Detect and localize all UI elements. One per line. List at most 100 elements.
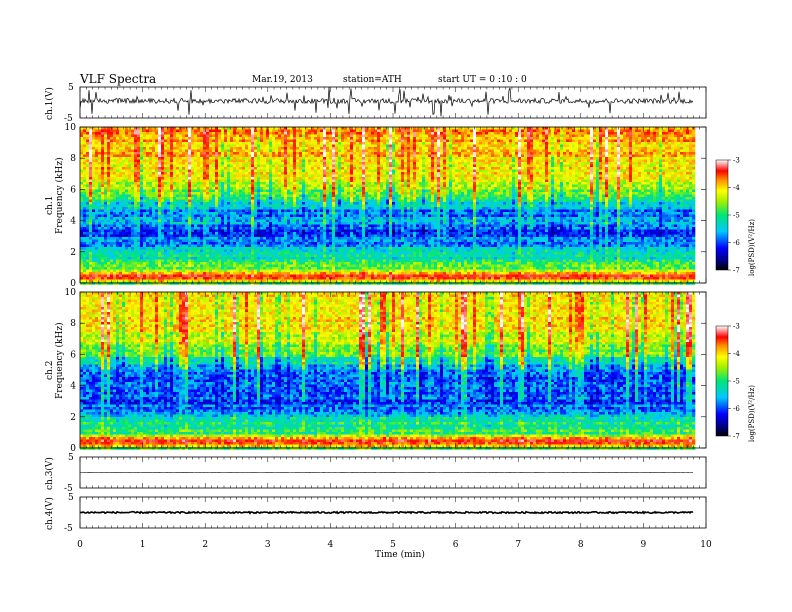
spectrogram-cell [206, 137, 210, 140]
spectrogram-cell [296, 257, 300, 260]
spectrogram-cell [113, 227, 117, 230]
spectrogram-cell [224, 234, 228, 238]
spectrogram-cell [233, 202, 237, 205]
spectrogram-cell [257, 147, 261, 150]
spectrogram-cell [296, 277, 300, 280]
spectrogram-cell [299, 257, 303, 260]
spectrogram-cell [95, 154, 99, 158]
spectrogram-cell [230, 132, 234, 135]
spectrogram-cell [107, 237, 111, 240]
spectrogram-cell [305, 199, 309, 203]
spectrogram-cell [98, 207, 102, 210]
spectrogram-cell [230, 212, 234, 215]
spectrogram-cell [308, 232, 312, 235]
spectrogram-cell [131, 144, 135, 148]
spectrogram-cell [185, 142, 189, 145]
spectrogram-cell [92, 187, 96, 190]
spectrogram-cell [185, 197, 189, 200]
spectrogram-cell [206, 152, 210, 155]
spectrogram-cell [221, 137, 225, 140]
spectrogram-cell [125, 127, 129, 130]
spectrogram-cell [260, 269, 264, 273]
spectrogram-cell [287, 137, 291, 140]
spectrogram-cell [287, 187, 291, 190]
spectrogram-cell [188, 269, 192, 273]
spectrogram-cell [200, 207, 204, 210]
spectrogram-cell [143, 154, 147, 158]
spectrogram-cell [266, 152, 270, 155]
spectrogram-cell [128, 227, 132, 230]
spectrogram-cell [119, 132, 123, 135]
spectrogram-cell [149, 257, 153, 260]
spectrogram-cell [197, 209, 201, 213]
spectrogram-cell [242, 172, 246, 175]
spectrogram-cell [95, 159, 99, 163]
spectrogram-cell [86, 129, 90, 133]
spectrogram-cell [260, 134, 264, 138]
spectrogram-cell [137, 269, 141, 273]
spectrogram-cell [170, 212, 174, 215]
spectrogram-cell [176, 169, 180, 173]
spectrogram-cell [137, 227, 141, 230]
spectrogram-cell [230, 137, 234, 140]
spectrogram-cell [206, 202, 210, 205]
spectrogram-cell [173, 169, 177, 173]
spectrogram-cell [221, 194, 225, 198]
spectrogram-cell [89, 232, 93, 235]
spectrogram-cell [122, 192, 126, 195]
spectrogram-cell [137, 247, 141, 250]
spectrogram-cell [101, 274, 105, 278]
spectrogram-cell [155, 177, 159, 180]
spectrogram-cell [242, 144, 246, 148]
spectrogram-cell [176, 177, 180, 180]
spectrogram-cell [146, 164, 150, 168]
spectrogram-cell [152, 189, 156, 193]
spectrogram-cell [173, 142, 177, 145]
spectrogram-cell [161, 149, 165, 153]
spectrogram-cell [251, 239, 255, 243]
spectrogram-cell [146, 202, 150, 205]
spectrogram-cell [152, 277, 156, 280]
spectrogram-cell [80, 184, 84, 188]
spectrogram-cell [92, 257, 96, 260]
spectrogram-cell [260, 142, 264, 145]
spectrogram-cell [224, 209, 228, 213]
spectrogram-cell [275, 177, 279, 180]
spectrogram-cell [215, 197, 219, 200]
spectrogram-cell [206, 182, 210, 185]
spectrogram-cell [158, 244, 162, 248]
spectrogram-cell [236, 249, 240, 253]
spectrogram-cell [170, 142, 174, 145]
spectrogram-cell [251, 199, 255, 203]
spectrogram-cell [275, 142, 279, 145]
spectrogram-cell [290, 202, 294, 205]
spectrogram-cell [134, 274, 138, 278]
spectrogram-cell [104, 184, 108, 188]
spectrogram-cell [167, 182, 171, 185]
spectrogram-cell [113, 207, 117, 210]
spectrogram-cell [278, 172, 282, 175]
spectrogram-cell [239, 257, 243, 260]
spectrogram-cell [191, 129, 195, 133]
spectrogram-cell [134, 172, 138, 175]
spectrogram-cell [200, 177, 204, 180]
spectrogram-cell [302, 224, 306, 228]
spectrogram-cell [143, 172, 147, 175]
spectrogram-cell [311, 214, 315, 218]
spectrogram-cell [155, 159, 159, 163]
spectrogram-cell [149, 242, 153, 245]
spectrogram-cell [281, 189, 285, 193]
spectrogram-cell [155, 167, 159, 170]
spectrogram-cell [185, 189, 189, 193]
spectrogram-cell [206, 267, 210, 270]
spectrogram-cell [299, 129, 303, 133]
spectrogram-cell [224, 182, 228, 185]
spectrogram-cell [86, 242, 90, 245]
spectrogram-cell [170, 232, 174, 235]
spectrogram-cell [263, 187, 267, 190]
spectrogram-cell [158, 274, 162, 278]
spectrogram-cell [284, 177, 288, 180]
spectrogram-cell [176, 249, 180, 253]
spectrogram-cell [143, 224, 147, 228]
spectrogram-cell [236, 172, 240, 175]
